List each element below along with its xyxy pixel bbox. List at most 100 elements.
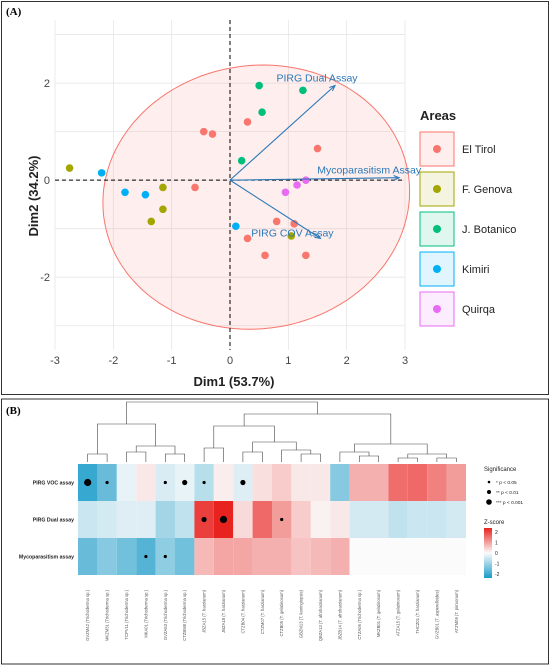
data-point	[65, 164, 74, 172]
heatmap-cell	[252, 538, 272, 575]
heatmap-cell	[349, 464, 369, 501]
heatmap-cell	[427, 501, 447, 538]
dendrogram-branch	[359, 455, 379, 462]
dendrogram-branch	[281, 449, 312, 462]
significance-dot	[202, 480, 206, 485]
heatmap-cell	[446, 501, 466, 538]
dendrogram-branch	[87, 453, 108, 462]
legend-label: J. Botanico	[462, 224, 516, 236]
colorbar-ticks: 2 1 0 -1 -2	[495, 530, 500, 578]
heatmap-cell	[233, 501, 253, 538]
pca-points	[65, 81, 322, 260]
dendrogram-branch	[203, 447, 224, 462]
row-label: PIRG VOC assay	[33, 481, 74, 487]
x-tick-label: -3	[50, 355, 60, 367]
dendrogram-branch	[135, 445, 176, 454]
legend-label: Kimiri	[462, 264, 490, 276]
heatmap-cell	[427, 538, 447, 575]
heatmap-cell	[175, 501, 195, 538]
significance-dot	[144, 554, 148, 559]
data-point	[243, 118, 252, 126]
column-label: GVZM42 (Trichoderma sp.)	[85, 589, 90, 640]
data-point	[159, 205, 167, 214]
column-label: CTZA06 (Trichoderma sp.)	[357, 589, 362, 639]
column-label: MKZM31 (Trichoderma sp.)	[105, 589, 110, 641]
data-point	[208, 130, 217, 138]
pca-plot: -3 -2 -1 0 1 2 3 -2 0 2 PIRG Dual Assay Mycoparas…	[26, 20, 516, 389]
legend-title: Areas	[420, 108, 456, 123]
data-point	[313, 144, 322, 153]
legend-marker	[433, 225, 441, 233]
column-label: JBZA18 (T. harzianum)	[221, 589, 226, 632]
heatmap-cell	[407, 501, 428, 538]
significance-dot	[163, 480, 167, 485]
significance-dot	[163, 554, 167, 559]
heatmap-cell	[310, 501, 331, 538]
x-tick-label: -2	[108, 355, 118, 367]
heatmap-cell	[388, 501, 408, 538]
x-tick-label: 3	[402, 355, 408, 367]
y-tick-label: -2	[40, 272, 50, 284]
legend-marker	[433, 265, 441, 273]
column-label: ATZA15 (T. gelatinosum)	[396, 589, 401, 636]
dendrogram-branch	[252, 441, 297, 452]
row-label: PIRG Dual assay	[33, 518, 74, 524]
heatmap-cell	[369, 464, 389, 501]
significance-dot	[105, 480, 109, 485]
colorbar-title: Z-score	[484, 520, 505, 526]
heatmap-cell	[175, 538, 195, 575]
heatmap-cell	[194, 538, 214, 575]
column-label: JBZA15 (T. harzianum)	[202, 589, 207, 632]
heatmap-cell	[407, 464, 428, 501]
panel-b-border	[1, 398, 549, 665]
heatmap-cell	[213, 464, 234, 501]
arrow-label: Mycoparasitism Assay	[317, 165, 422, 177]
column-label: GVZB01 (T. asperelloides)	[434, 589, 439, 639]
data-point	[97, 169, 106, 177]
significance-legend-title: Significance	[484, 467, 517, 473]
heatmap-cell	[446, 464, 466, 501]
column-label: CTZB04 (T. harzianum)	[240, 589, 245, 633]
legend-marker	[433, 305, 441, 313]
dendrogram-branch	[126, 401, 318, 424]
loading-arrow	[229, 179, 321, 239]
column-label: CTZM07 (T. harzianum)	[260, 589, 265, 634]
column-labels: GVZM42 (Trichoderma sp.) MKZM31 (Trichode…	[85, 589, 459, 641]
colorbar-tick-label: 1	[495, 541, 498, 547]
arrow-head	[329, 84, 337, 92]
colorbar	[484, 528, 492, 578]
significance-dot	[240, 479, 246, 486]
heatmap-cell	[291, 464, 311, 501]
significance-legend-dot	[487, 480, 491, 484]
arrow-label: PIRG Dual Assay	[276, 73, 358, 85]
heatmap-cell	[272, 538, 292, 575]
arrow-label: PIRG COV Assay	[251, 227, 334, 239]
dendrogram-branch	[397, 457, 418, 462]
heatmap-cell	[291, 538, 311, 575]
colorbar-tick-label: 2	[495, 530, 498, 536]
data-point	[255, 81, 263, 90]
legend-label: El Tirol	[462, 144, 496, 156]
data-point	[159, 183, 167, 192]
arrow-head	[393, 174, 401, 181]
significance-legend-label: ** p < 0.01	[496, 490, 519, 496]
data-point	[147, 217, 156, 226]
arrow-head	[314, 233, 322, 240]
legend-label: Quirqa	[462, 304, 496, 316]
pca-grid	[54, 20, 406, 350]
data-point	[121, 188, 129, 197]
dendrogram-branch	[339, 451, 370, 462]
data-point	[281, 188, 290, 197]
heatmap-cell	[446, 538, 466, 575]
dendrogram-branch	[126, 451, 147, 462]
dendrogram-branch	[242, 451, 263, 462]
data-point	[302, 176, 310, 184]
x-tick-label: -1	[167, 355, 177, 367]
heatmap-cell	[349, 501, 369, 538]
dendrogram-branch	[300, 453, 321, 462]
heatmap-cell	[369, 538, 389, 575]
significance-legend: * p < 0.05 ** p < 0.01 *** p < 0.001	[486, 480, 523, 506]
heatmap-cell	[369, 501, 389, 538]
heatmap-cell	[213, 538, 234, 575]
y-axis-title: Dim2 (34.2%)	[26, 156, 41, 237]
